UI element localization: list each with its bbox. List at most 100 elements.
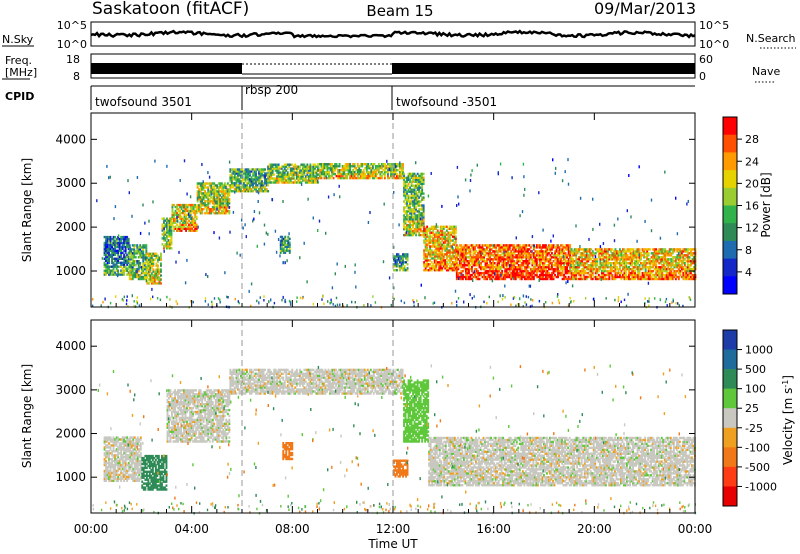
echo-cell	[444, 225, 447, 228]
echo-cell	[546, 254, 549, 257]
echo-cell	[410, 176, 413, 179]
echo-cell	[609, 266, 612, 269]
echo-cell	[211, 196, 214, 199]
echo-cell	[130, 248, 133, 251]
echo-cell	[152, 276, 155, 279]
echo-cell	[637, 271, 639, 275]
echo-cell	[201, 212, 204, 215]
echo-cell	[438, 235, 441, 238]
echo-cell	[397, 255, 400, 258]
echo-cell	[486, 275, 488, 279]
echo-cell	[484, 248, 487, 251]
echo-cell	[435, 265, 438, 268]
echo-cell	[422, 206, 425, 209]
echo-cell	[600, 266, 603, 269]
echo-cell	[297, 181, 300, 184]
echo-cell	[616, 266, 618, 269]
echo-cell	[599, 258, 602, 261]
echo-cell	[217, 200, 220, 203]
echo-cell	[259, 182, 262, 185]
echo-cell	[540, 275, 543, 279]
echo-cell	[364, 167, 367, 170]
echo-cell	[262, 168, 265, 171]
echo-cell	[282, 239, 285, 242]
echo-cell	[298, 179, 301, 182]
echo-cell	[484, 264, 487, 267]
echo-cell	[644, 267, 647, 271]
echo-cell	[326, 176, 329, 180]
echo-cell	[662, 254, 665, 257]
echo-cell	[109, 253, 112, 257]
echo-cell	[225, 198, 228, 201]
echo-cell	[328, 163, 330, 166]
echo-cell	[525, 254, 528, 257]
echo-cell	[659, 260, 662, 263]
echo-cell	[404, 194, 407, 197]
echo-cell	[173, 221, 175, 224]
echo-cell	[111, 273, 113, 276]
echo-cell	[430, 261, 433, 264]
echo-cell	[130, 266, 133, 269]
echo-cell	[457, 267, 460, 271]
echo-cell	[631, 277, 633, 281]
echo-cell	[377, 176, 380, 180]
echo-cell	[314, 181, 316, 184]
echo-cell	[483, 271, 485, 275]
echo-cell	[404, 228, 407, 231]
echo-cell	[133, 254, 136, 257]
echo-cell	[450, 267, 453, 270]
echo-cell	[359, 169, 362, 172]
echo-cell	[249, 190, 251, 193]
echo-cell	[643, 273, 646, 277]
echo-cell	[539, 252, 541, 255]
echo-cell	[163, 247, 165, 250]
echo-cell	[171, 223, 174, 226]
echo-cell	[262, 174, 265, 177]
echo-cell	[578, 264, 581, 267]
echo-cell	[436, 239, 439, 242]
echo-cell	[103, 253, 106, 257]
echo-cell	[608, 271, 611, 275]
echo-cell	[346, 163, 349, 166]
echo-cell	[391, 163, 394, 166]
echo-cell	[208, 210, 211, 213]
echo-cell	[253, 174, 256, 177]
echo-cell	[655, 266, 658, 269]
echo-cell	[400, 267, 403, 270]
echo-cell	[334, 169, 336, 172]
echo-cell	[535, 262, 538, 265]
echo-cell	[690, 260, 692, 263]
echo-cell	[658, 252, 661, 255]
echo-cell	[150, 254, 153, 257]
echo-cell	[585, 275, 588, 279]
echo-cell	[560, 250, 562, 253]
echo-cell	[676, 254, 679, 257]
echo-cell	[123, 253, 126, 257]
echo-cell	[258, 174, 260, 177]
power-echo-cells	[91, 158, 697, 309]
echo-cell	[112, 253, 115, 257]
echo-cell	[516, 258, 519, 261]
echo-cell	[641, 250, 644, 253]
echo-cell	[412, 212, 414, 215]
echo-cell	[106, 235, 109, 239]
echo-cell	[406, 180, 408, 183]
echo-cell	[114, 235, 117, 239]
echo-cell	[548, 246, 550, 249]
echo-cell	[611, 256, 614, 259]
nsearch-label: N.Search	[746, 32, 796, 45]
echo-cell	[288, 245, 291, 248]
echo-cell	[117, 245, 120, 249]
echo-cell	[402, 269, 404, 272]
echo-cell	[528, 254, 531, 257]
echo-cell	[643, 277, 646, 281]
echo-cell	[511, 246, 514, 249]
echo-cell	[649, 275, 652, 279]
echo-cell	[635, 256, 638, 259]
echo-cell	[422, 182, 425, 185]
echo-cell	[297, 165, 300, 168]
echo-cell	[409, 208, 411, 211]
echo-cell	[566, 246, 568, 249]
echo-cell	[441, 231, 444, 234]
echo-cell	[441, 255, 444, 258]
